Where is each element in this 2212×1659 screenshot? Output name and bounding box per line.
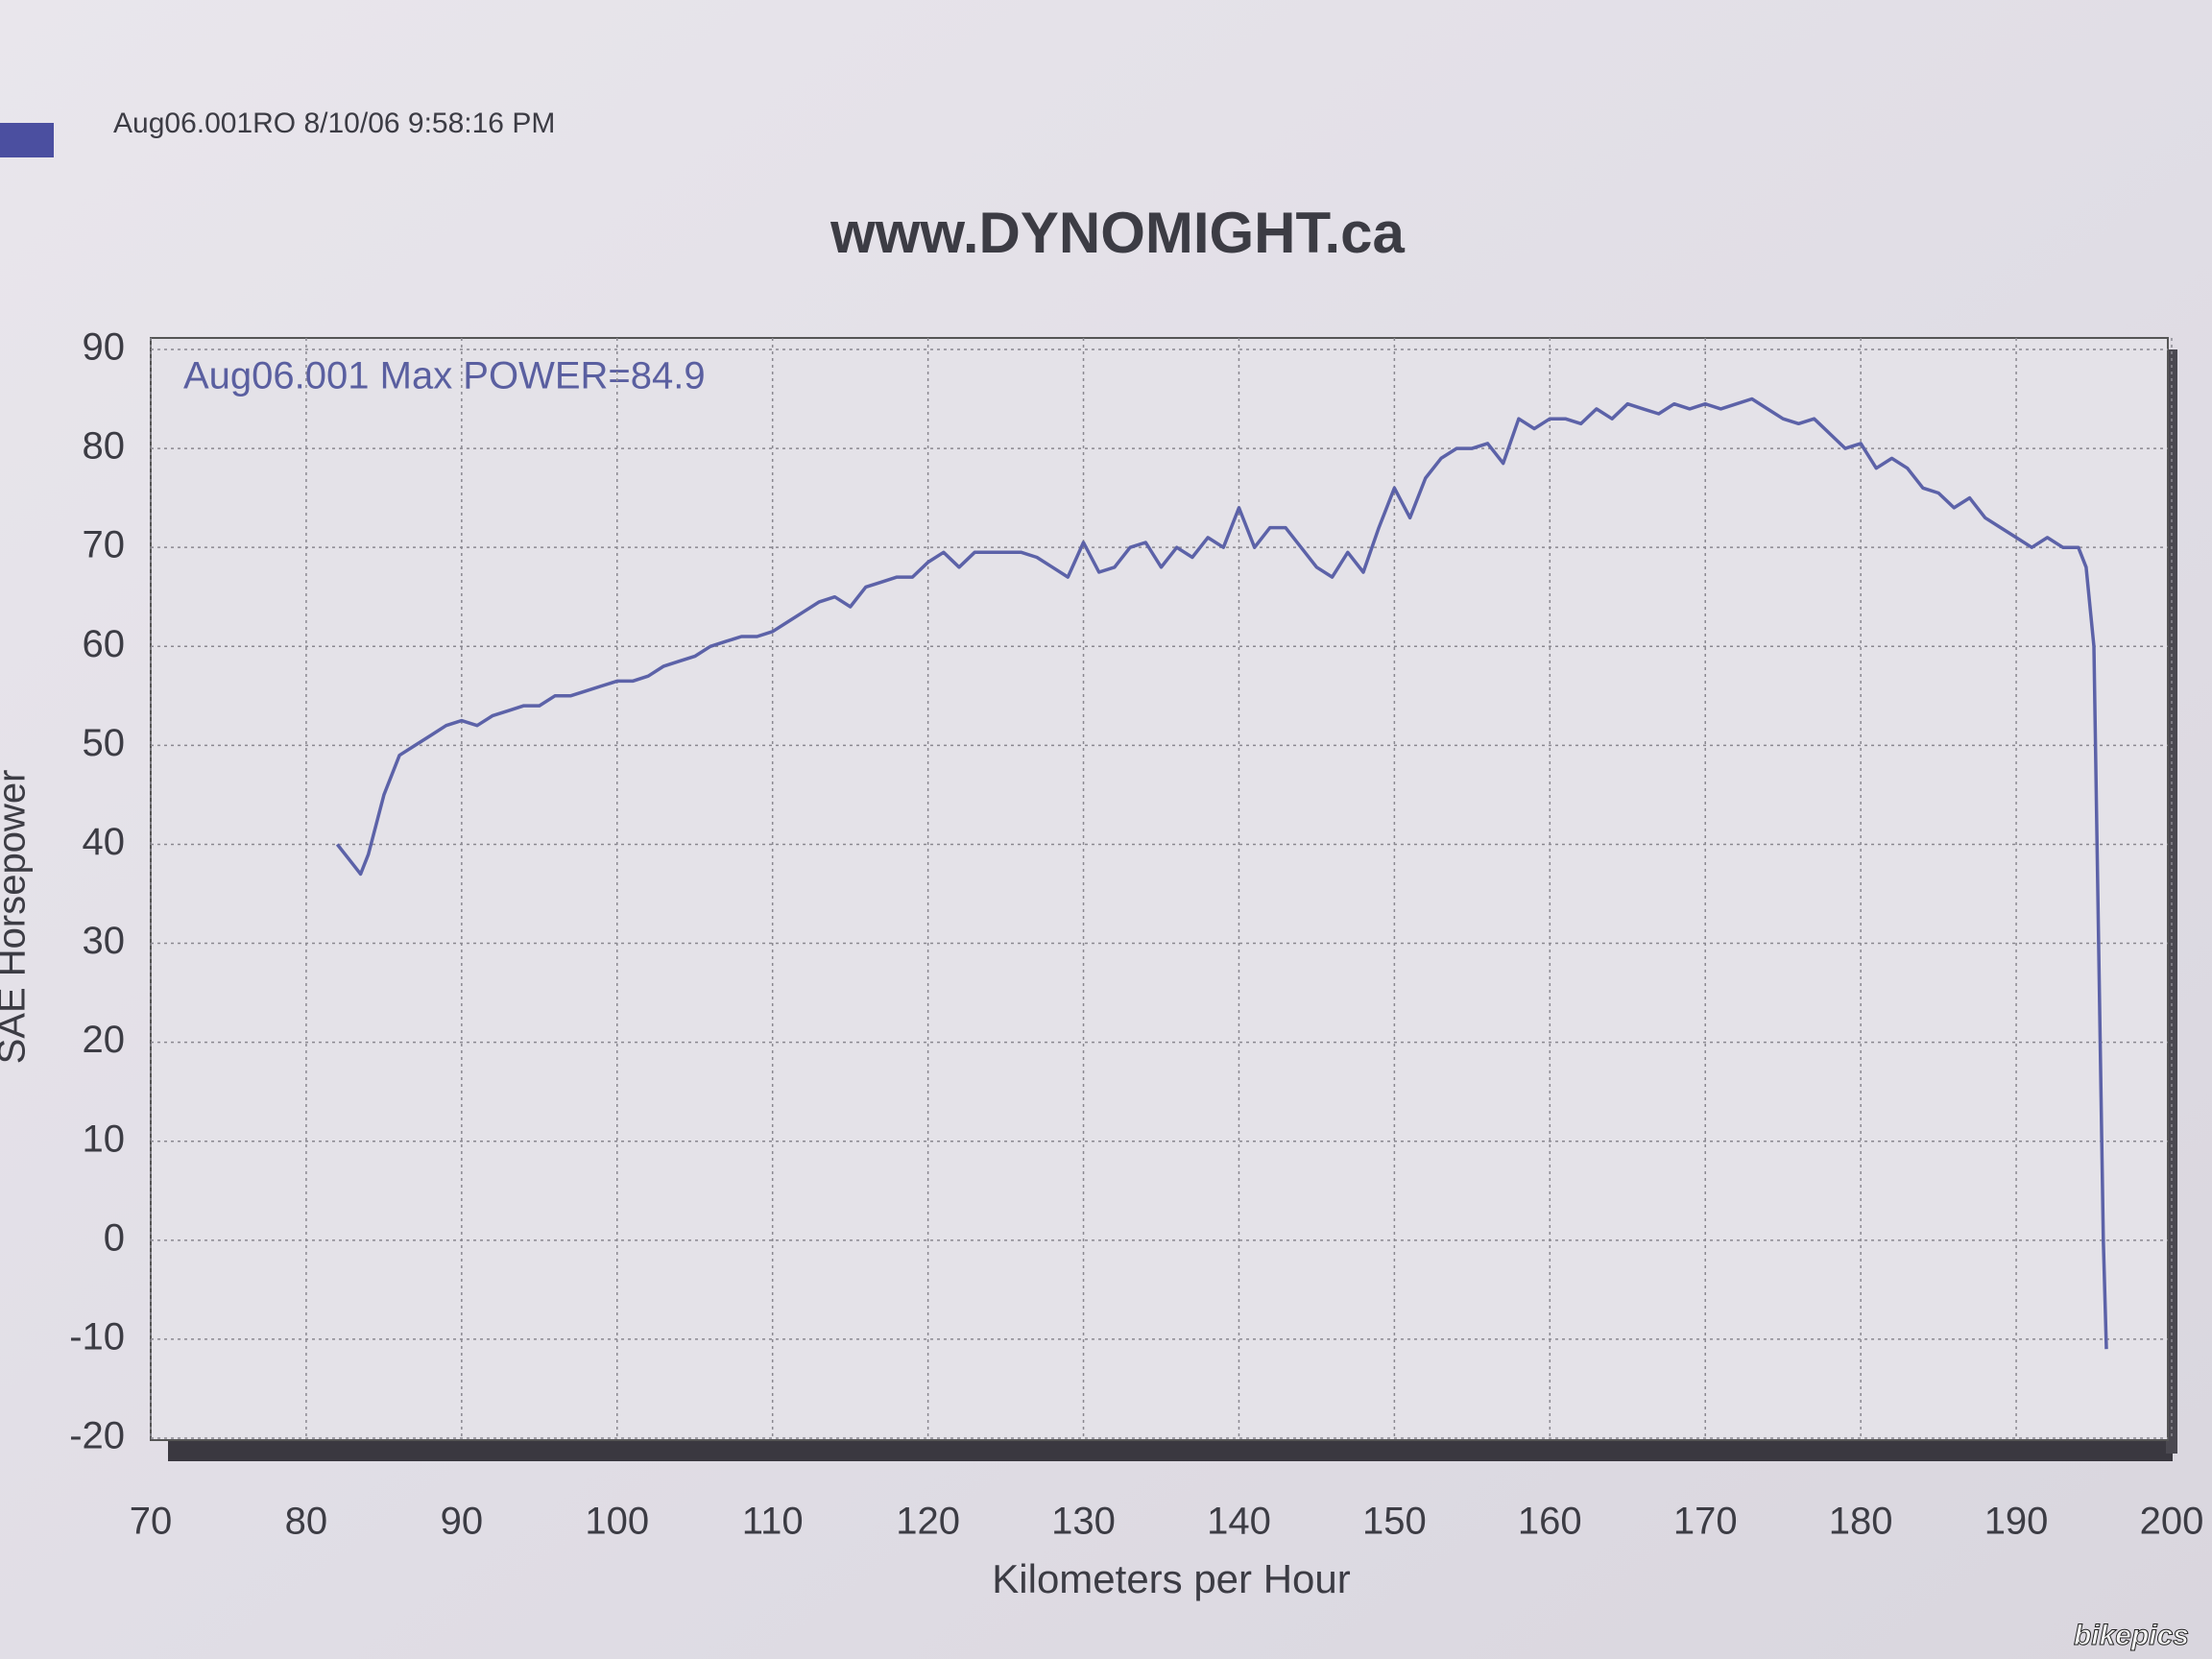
y-tick-label: 60	[83, 623, 126, 665]
x-tick-label: 70	[130, 1501, 173, 1543]
tab-mark	[0, 123, 54, 157]
x-tick-label: 160	[1518, 1501, 1582, 1543]
y-tick-label: 0	[104, 1216, 125, 1259]
header: Aug06.001RO 8/10/06 9:58:16 PM	[113, 108, 555, 139]
x-tick-label: 200	[2140, 1501, 2204, 1543]
x-tick-label: 140	[1207, 1501, 1271, 1543]
y-axis-label: SAE Horsepower	[0, 770, 34, 1065]
annotation: Aug06.001 Max POWER=84.9	[183, 355, 706, 397]
x-tick-label: 190	[1984, 1501, 2049, 1543]
y-tick-label: 10	[83, 1118, 126, 1160]
y-tick-label: -10	[69, 1315, 125, 1358]
plot-area	[150, 337, 2169, 1441]
y-tick-label: 90	[83, 326, 126, 369]
watermark: bikepics	[2074, 1620, 2189, 1651]
y-tick-label: 70	[83, 524, 126, 566]
x-tick-label: 150	[1362, 1501, 1427, 1543]
x-tick-label: 80	[285, 1501, 328, 1543]
x-axis-label: Kilometers per Hour	[992, 1556, 1350, 1601]
x-tick-label: 90	[441, 1501, 484, 1543]
power-curve	[335, 397, 2108, 1350]
x-tick-label: 170	[1673, 1501, 1738, 1543]
y-tick-label: 50	[83, 722, 126, 764]
x-tick-label: 100	[585, 1501, 649, 1543]
y-tick-label: 20	[83, 1019, 126, 1061]
x-tick-label: 110	[742, 1501, 804, 1543]
x-tick-label: 180	[1829, 1501, 1893, 1543]
chart-title: www.DYNOMIGHT.ca	[830, 201, 1405, 265]
y-tick-label: 30	[83, 920, 126, 962]
y-tick-label: -20	[69, 1415, 125, 1457]
y-tick-label: 80	[83, 425, 126, 468]
x-tick-label: 130	[1051, 1501, 1116, 1543]
y-tick-label: 40	[83, 821, 126, 863]
plot-shadow	[168, 1440, 2173, 1461]
x-tick-label: 120	[896, 1501, 960, 1543]
